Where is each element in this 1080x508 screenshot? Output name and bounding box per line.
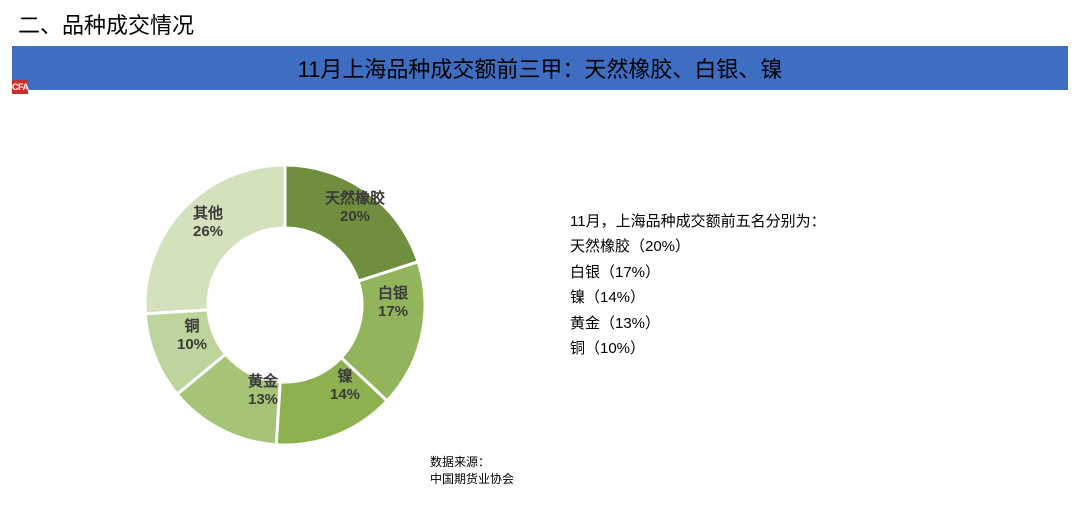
desc-intro: 11月，上海品种成交额前五名分别为： [570,209,826,235]
donut-chart: 天然橡胶20% 白银17% 镍14% 黄金13% 铜10% 其他26% [130,150,440,460]
logo-badge: CFA [12,80,28,94]
desc-line: 黄金（13%） [570,311,826,337]
source-label: 数据来源： [430,454,514,471]
banner: 11月上海品种成交额前三甲：天然橡胶、白银、镍 [12,46,1068,90]
slice-label: 镍14% [330,368,360,404]
slice-label: 白银17% [378,285,408,321]
desc-line: 白银（17%） [570,260,826,286]
section-title: 二、品种成交情况 [0,0,1080,46]
content-area: 天然橡胶20% 白银17% 镍14% 黄金13% 铜10% 其他26% 11月，上海品种成… [0,90,1080,460]
source-credit: 数据来源： 中国期货业协会 [430,454,514,488]
slice-label: 其他26% [193,205,223,241]
slice-label: 天然橡胶20% [325,190,385,226]
desc-line: 天然橡胶（20%） [570,234,826,260]
slice-label: 铜10% [177,318,207,354]
slice-label: 黄金13% [248,373,278,409]
desc-line: 镍（14%） [570,285,826,311]
source-org: 中国期货业协会 [430,471,514,488]
description: 11月，上海品种成交额前五名分别为： 天然橡胶（20%）白银（17%）镍（14%… [570,209,826,362]
desc-lines: 天然橡胶（20%）白银（17%）镍（14%）黄金（13%）铜（10%） [570,234,826,362]
desc-line: 铜（10%） [570,336,826,362]
